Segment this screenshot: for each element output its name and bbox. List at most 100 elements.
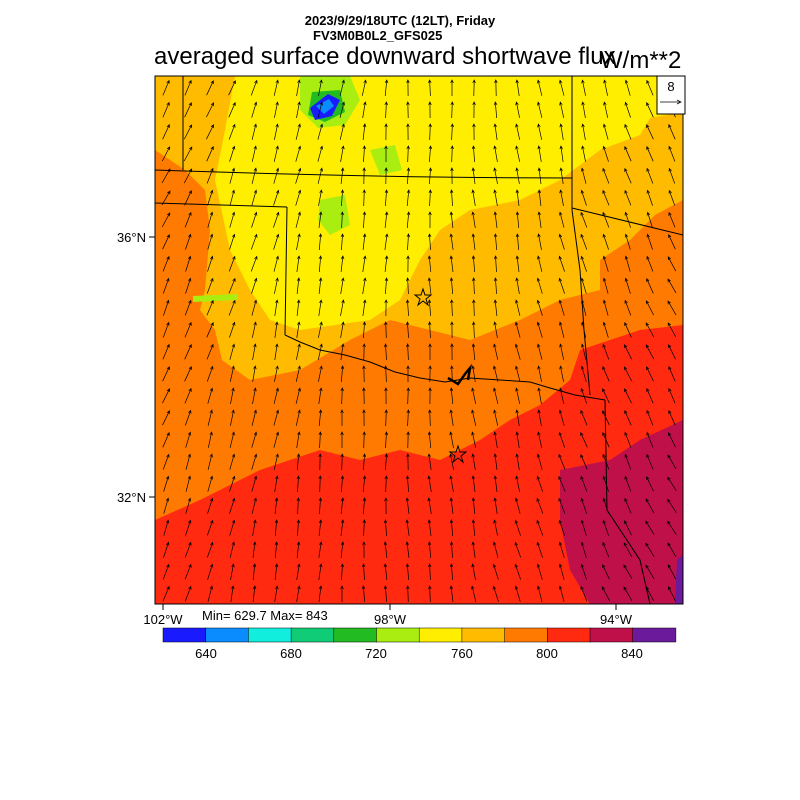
wind-arrow: [162, 410, 170, 426]
wind-arrow: [318, 519, 323, 536]
wind-arrow: [428, 101, 432, 119]
wind-arrow: [206, 343, 214, 360]
wind-arrow: [668, 586, 676, 602]
lon-label-98w: 98°W: [374, 612, 407, 627]
wind-arrow: [515, 431, 520, 448]
wind-arrow: [537, 585, 543, 602]
wind-arrow: [493, 299, 498, 316]
wind-arrow: [471, 365, 476, 382]
wind-arrow: [581, 79, 586, 96]
wind-arrow: [602, 123, 609, 140]
wind-arrow: [558, 519, 565, 536]
wind-arrow: [405, 475, 410, 493]
wind-arrow: [559, 145, 564, 162]
wind-arrow: [383, 343, 388, 361]
wind-arrow: [207, 387, 214, 404]
wind-arrow: [406, 255, 410, 273]
wind-arrow: [515, 255, 520, 272]
wind-arrow: [362, 541, 366, 559]
wind-arrow: [207, 585, 213, 602]
wind-arrow: [667, 520, 677, 535]
wind-arrow: [471, 321, 476, 339]
wind-arrow: [623, 586, 633, 602]
wind-arrow: [229, 497, 236, 514]
wind-arrow: [537, 189, 542, 206]
wind-arrow: [667, 278, 677, 294]
wind-arrow: [450, 145, 454, 163]
wind-arrow: [449, 211, 454, 228]
wind-arrow: [362, 233, 367, 250]
wind-arrow: [472, 79, 476, 97]
wind-arrow: [580, 189, 587, 206]
field-lime-west: [193, 294, 238, 302]
wind-arrow: [471, 431, 477, 448]
wind-arrow: [602, 564, 610, 580]
wind-arrow: [536, 563, 543, 580]
wind-arrow: [185, 519, 192, 536]
wind-arrow: [515, 365, 521, 382]
colorbar: [162, 627, 677, 643]
wind-arrow: [492, 563, 499, 580]
wind-arrow: [646, 366, 654, 382]
wind-arrow: [472, 299, 476, 317]
wind-arrow: [428, 145, 433, 163]
wind-arrow: [646, 124, 654, 140]
wind-arrow: [362, 321, 367, 339]
wind-arrow: [185, 453, 191, 470]
wind-arrow: [667, 300, 677, 316]
wind-arrow: [406, 123, 410, 141]
wind-arrow: [296, 343, 301, 360]
wind-arrow: [163, 475, 170, 492]
wind-arrow: [406, 585, 410, 603]
wind-arrow: [206, 80, 214, 96]
wind-arrow: [250, 233, 258, 250]
wind-arrow: [229, 541, 235, 558]
wind-arrow: [274, 123, 279, 140]
wind-arrow: [206, 167, 214, 184]
wind-arrow: [667, 256, 677, 272]
wind-arrow: [427, 453, 432, 470]
wind-arrow: [384, 79, 389, 97]
wind-arrow: [449, 453, 454, 470]
wind-arrow: [515, 101, 520, 118]
wind-arrow: [252, 343, 257, 360]
wind-arrow: [646, 189, 653, 206]
vector-reference-label: 8: [667, 79, 674, 94]
wind-arrow: [296, 585, 301, 602]
wind-arrow: [406, 211, 411, 229]
wind-arrow: [251, 453, 258, 470]
wind-arrow: [493, 475, 498, 492]
wind-arrow: [384, 123, 388, 141]
wind-arrow: [449, 277, 454, 295]
wind-arrow: [229, 211, 236, 228]
lat-label-32n: 32°N: [117, 490, 146, 505]
wind-arrow: [230, 585, 235, 602]
vector-reference-box: 8: [656, 75, 686, 115]
wind-arrow: [450, 343, 454, 361]
wind-arrow: [251, 101, 258, 118]
wind-arrow: [274, 277, 279, 294]
wind-arrow: [384, 387, 388, 405]
wind-arrow: [384, 101, 388, 119]
wind-arrow: [558, 585, 565, 602]
wind-arrow: [340, 541, 345, 559]
wind-arrow: [558, 497, 566, 514]
wind-arrow: [449, 541, 454, 559]
wind-arrow: [624, 123, 632, 140]
wind-arrow: [646, 211, 653, 228]
wind-arrow: [296, 299, 301, 316]
wind-arrow: [580, 585, 588, 602]
wind-arrow: [668, 189, 676, 206]
wind-arrow: [384, 167, 388, 185]
wind-arrow: [273, 79, 279, 96]
wind-arrow: [273, 167, 280, 184]
wind-arrow: [559, 79, 565, 96]
wind-arrow: [384, 497, 388, 515]
wind-arrow: [624, 277, 631, 294]
wind-arrow: [183, 124, 193, 140]
wind-arrow: [207, 211, 214, 228]
wind-arrow: [428, 321, 432, 339]
wind-arrow: [559, 167, 564, 184]
wind-arrow: [493, 431, 498, 448]
wind-arrow: [229, 453, 236, 470]
